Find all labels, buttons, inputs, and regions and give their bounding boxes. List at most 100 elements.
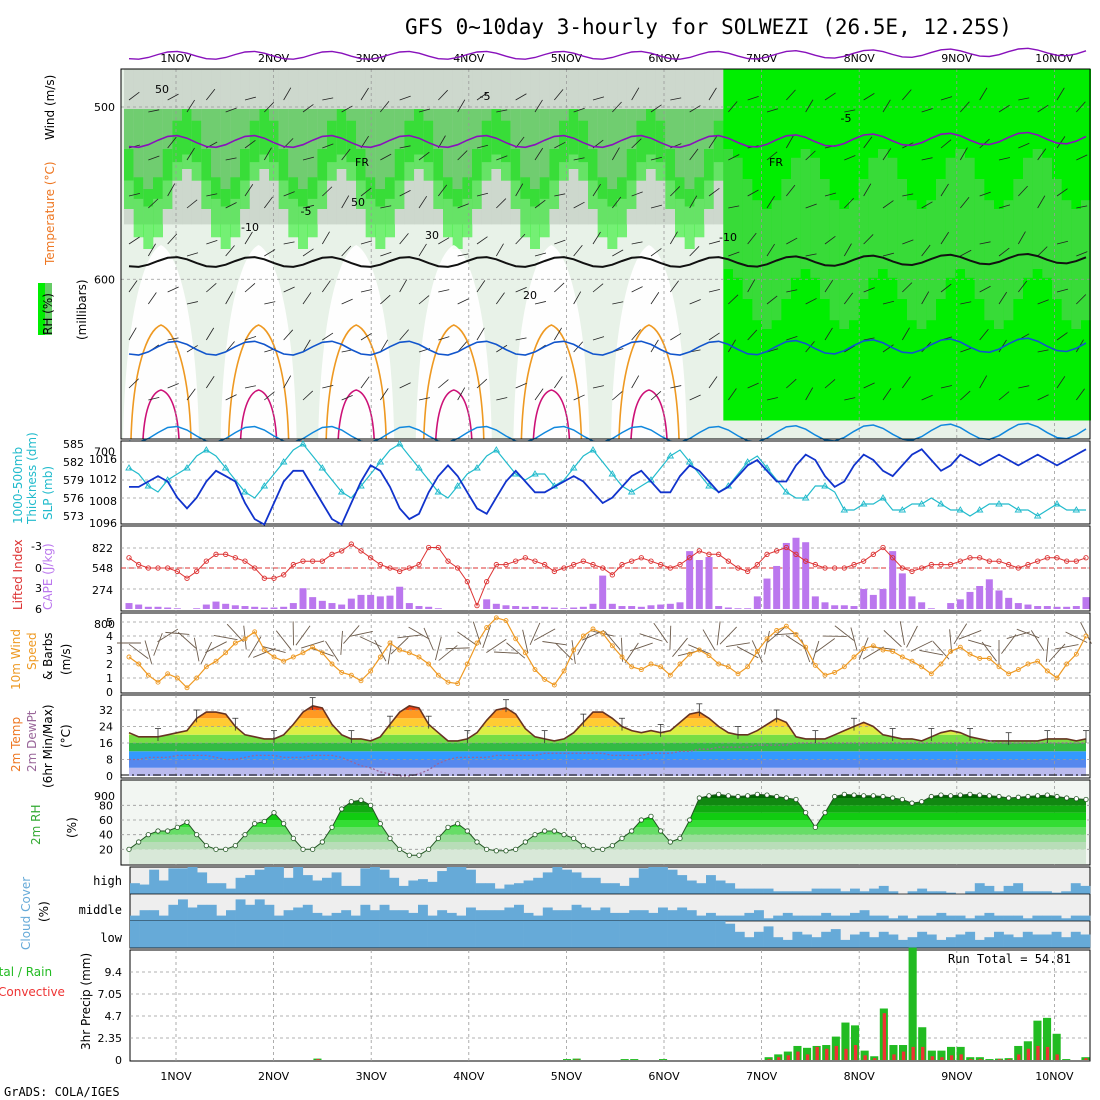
wind-speed-marker (290, 654, 296, 660)
precip-conv-bar (844, 1048, 848, 1060)
wind-barb (399, 329, 409, 341)
wind-barb (167, 286, 179, 293)
wind-speed-marker (213, 658, 219, 664)
wind-speed-marker (803, 644, 809, 650)
wind10m-barb (1054, 644, 1079, 650)
wind-barb (438, 184, 448, 197)
date-label-bottom: 3NOV (356, 1070, 388, 1083)
cape-bar (802, 542, 810, 609)
wind-barb (534, 252, 547, 257)
wind10m-barb (899, 621, 905, 645)
wind-barb (244, 184, 254, 197)
rh-column-dry (791, 157, 801, 278)
rh-column-moist (462, 177, 473, 238)
wind-barb (747, 382, 759, 389)
wind-barb (786, 237, 798, 245)
cape-bar (734, 608, 742, 609)
precip-total-bar (927, 1050, 936, 1060)
precip-total-bar (774, 1054, 783, 1060)
rh-column-dry (984, 200, 995, 321)
wind-barb (669, 231, 678, 245)
rh-column-mid (298, 109, 308, 207)
cloud-bar-middle (936, 912, 947, 921)
rh-column-dry (1052, 179, 1062, 299)
rh2m-marker (735, 793, 741, 800)
wind-speed-marker (445, 679, 451, 685)
cloud-bar-low (418, 921, 428, 948)
wind-barb (148, 198, 159, 209)
rh-column-moist (346, 120, 357, 181)
wind-barb (689, 394, 701, 401)
contour-minus10 (128, 47, 1087, 60)
wind-barb (264, 301, 276, 305)
cloud-bar-high (965, 891, 976, 894)
wind-barb (766, 348, 779, 353)
cloud-bar-low (178, 921, 188, 948)
wind-barb (302, 292, 312, 305)
rh2m-marker (165, 828, 171, 834)
rh-column-dry (974, 179, 985, 299)
rh2m-marker (406, 852, 412, 858)
lifted-index-marker (957, 558, 963, 564)
wind-speed-marker (242, 636, 248, 642)
temp-contour-30 (423, 324, 485, 440)
cloud-bar-low (994, 931, 1004, 948)
wind-barb (592, 96, 605, 101)
wind-barb (515, 286, 527, 293)
wind-speed-marker (996, 664, 1002, 670)
rh-column-mid (201, 109, 212, 181)
wind-speed-marker (977, 655, 983, 661)
rh-column-mid (549, 109, 560, 181)
rh-column-moist (404, 120, 415, 181)
thickness-tick: 576 (63, 492, 84, 505)
dry-bubble (513, 245, 590, 439)
thickness-marker (144, 482, 153, 489)
cloud-bar-middle (216, 915, 227, 921)
lifted-index-marker (184, 575, 190, 581)
cloud-bar-high (706, 875, 716, 894)
wind-speed-marker (774, 627, 780, 633)
rh-column-dry (752, 200, 763, 321)
cloud-bar-low (907, 937, 918, 948)
dry-bubble (611, 245, 687, 439)
wind-barb (322, 97, 334, 101)
wind-barb (457, 150, 468, 161)
rh-column-moist (675, 177, 685, 238)
wind-barb (554, 141, 566, 149)
cloud-bar-middle (379, 904, 390, 921)
pressure-tick: 600 (94, 273, 115, 286)
cloud-bar-middle (610, 912, 620, 921)
wind10m-barb (672, 637, 688, 657)
lifted-index-marker (774, 548, 780, 554)
wind-barb (418, 243, 427, 257)
cloud-bar-low (706, 921, 716, 948)
lifted-index-marker (174, 568, 180, 575)
wind-barb (612, 196, 622, 209)
wind-barb (244, 140, 256, 149)
rh2m-marker (397, 846, 403, 852)
wind-speed-marker (348, 672, 354, 678)
date-label-bottom: 1NOV (160, 1070, 192, 1083)
wind-speed-marker (938, 661, 944, 667)
wind-barb (728, 205, 740, 209)
cape-bar (570, 607, 578, 609)
wind-barb (341, 298, 353, 305)
cloud-bar-low (821, 931, 832, 948)
cloud-bar-high (254, 869, 265, 894)
lifted-index-marker (474, 602, 480, 609)
wind10m-barb (785, 634, 807, 649)
wind-barb (612, 301, 624, 305)
wind-barb (515, 382, 527, 389)
cloud-bar-middle (302, 904, 313, 921)
rh2m-label-2: (%) (65, 817, 79, 838)
cloud-bar-middle (782, 912, 793, 921)
cape-bar (251, 606, 259, 609)
wind-barb (438, 336, 450, 341)
wind-barb (495, 243, 504, 257)
rh-tick: 20 (99, 843, 113, 856)
rh-column-mid (452, 109, 463, 207)
wind-barb (1076, 101, 1086, 113)
precip-conv-bar (892, 1054, 896, 1060)
slp-tick: 1096 (89, 517, 117, 530)
cloud-bar-middle (312, 912, 323, 921)
